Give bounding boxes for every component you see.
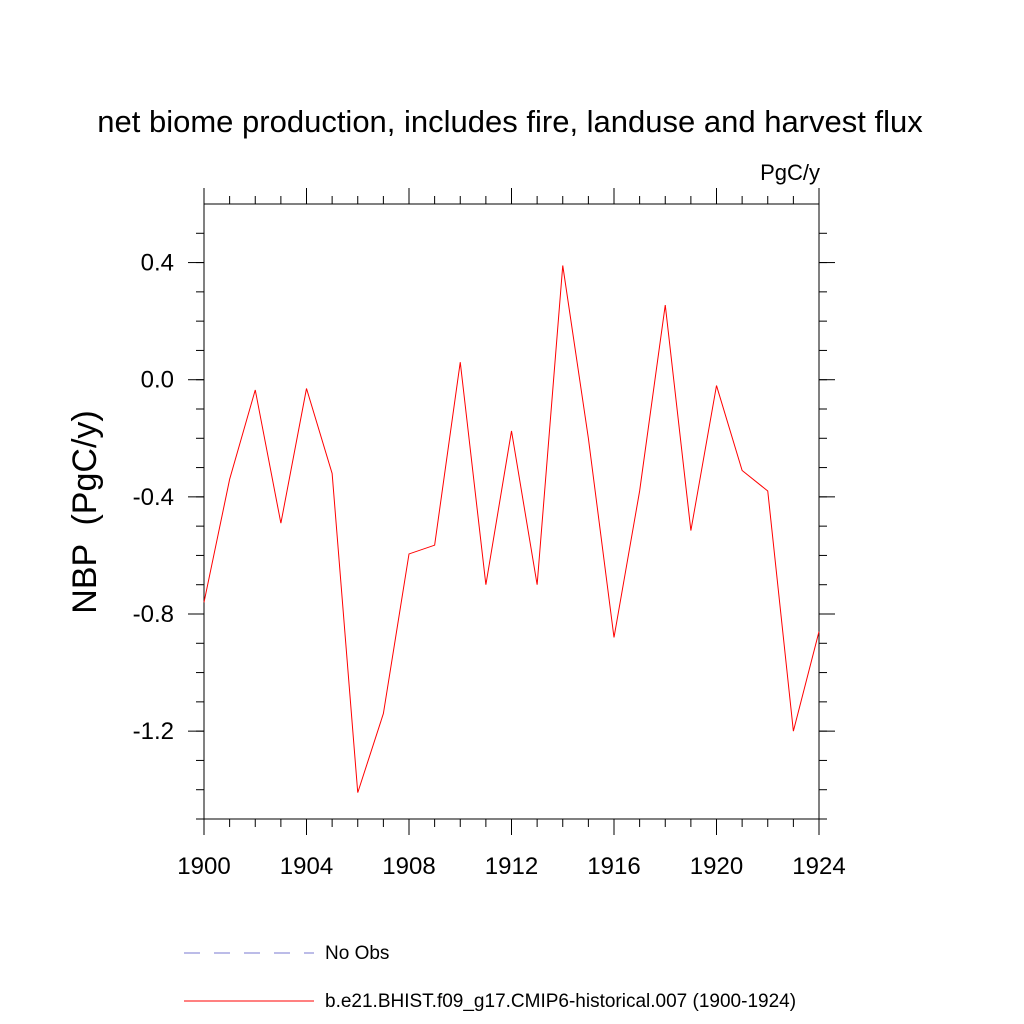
- legend-label-model: b.e21.BHIST.f09_g17.CMIP6-historical.007…: [325, 991, 796, 1012]
- x-tick-labels: 1900 1904 1908 1912 1916 1920 1924: [177, 853, 845, 880]
- y-tick-label: -0.4: [133, 484, 174, 511]
- x-tick-label: 1920: [690, 853, 743, 880]
- x-tick-label: 1912: [485, 853, 538, 880]
- chart-title: net biome production, includes fire, lan…: [97, 104, 923, 139]
- chart: net biome production, includes fire, lan…: [0, 0, 1024, 1024]
- y-tick-label: -0.8: [133, 601, 174, 628]
- x-tick-label: 1900: [177, 853, 230, 880]
- x-tick-label: 1904: [280, 853, 333, 880]
- legend-label-no-obs: No Obs: [325, 943, 389, 964]
- y-tick-labels: 0.4 0.0 -0.4 -0.8 -1.2: [133, 250, 174, 746]
- y-axis-label: NBP (PgC/y): [66, 410, 104, 613]
- minor-ticks: [196, 196, 827, 827]
- y-tick-label: 0.0: [141, 367, 174, 394]
- legend: No Obs b.e21.BHIST.f09_g17.CMIP6-histori…: [184, 943, 796, 1012]
- y-tick-label: 0.4: [141, 250, 174, 277]
- x-tick-label: 1916: [587, 853, 640, 880]
- x-tick-label: 1908: [382, 853, 435, 880]
- plot-frame: [204, 204, 819, 819]
- units-label: PgC/y: [760, 160, 820, 185]
- x-tick-label: 1924: [792, 853, 845, 880]
- series-line: [204, 266, 819, 793]
- major-ticks: [188, 188, 835, 835]
- y-tick-label: -1.2: [133, 718, 174, 745]
- series-group: [204, 266, 819, 793]
